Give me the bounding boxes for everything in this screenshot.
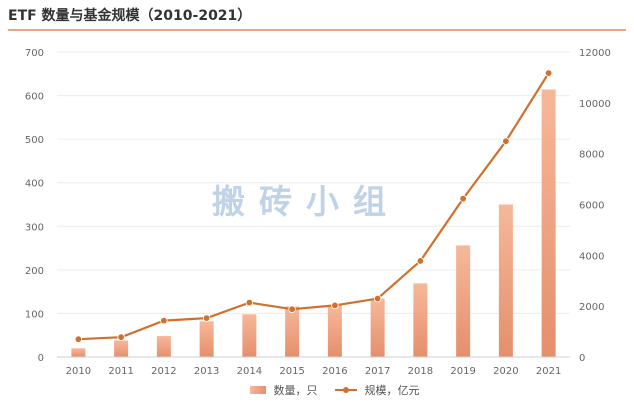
bar xyxy=(498,204,513,357)
right-axis-tick-label: 6000 xyxy=(579,201,604,212)
bar xyxy=(370,298,385,357)
title-divider xyxy=(8,29,626,31)
left-axis-tick-label: 0 xyxy=(38,353,44,364)
left-axis-tick-label: 100 xyxy=(25,309,44,320)
bar xyxy=(71,348,86,357)
right-axis-tick-label: 8000 xyxy=(579,150,604,161)
x-axis-tick-label: 2018 xyxy=(408,366,433,377)
size-point xyxy=(160,316,168,325)
x-axis-tick-label: 2019 xyxy=(450,366,475,377)
bar xyxy=(242,314,257,357)
x-axis-tick-label: 2010 xyxy=(66,366,91,377)
right-axis-tick-label: 12000 xyxy=(579,48,611,59)
size-line-path xyxy=(78,72,550,341)
size-point xyxy=(202,314,211,322)
bar xyxy=(413,283,428,357)
left-axis-tick-label: 500 xyxy=(25,135,44,146)
left-axis-tick-label: 300 xyxy=(25,222,44,233)
x-axis-tick-label: 2011 xyxy=(108,366,133,377)
right-axis-tick-label: 10000 xyxy=(579,99,611,110)
x-axis-tick-label: 2017 xyxy=(365,366,390,377)
axes: 0 100 200 300 400 500 600 700 0 2000 4000 6000 8000 1… xyxy=(25,48,611,377)
size-point xyxy=(117,333,125,341)
right-axis-tick-label: 0 xyxy=(579,353,585,364)
bar xyxy=(456,245,471,357)
size-point xyxy=(74,335,83,343)
bar xyxy=(285,306,300,357)
right-axis-tick-label: 4000 xyxy=(579,251,604,262)
legend-line-swatch-icon xyxy=(335,386,357,394)
legend-item-count: 数量，只 xyxy=(250,382,318,398)
legend-item-size: 规模，亿元 xyxy=(335,382,420,398)
bar xyxy=(541,89,556,357)
x-axis-tick-label: 2016 xyxy=(322,366,347,377)
size-point xyxy=(331,301,339,310)
size-point xyxy=(416,257,425,265)
left-axis-tick-label: 200 xyxy=(25,266,44,277)
right-axis-tick-label: 2000 xyxy=(579,302,604,313)
size-point xyxy=(502,137,510,145)
size-point xyxy=(459,194,467,203)
chart-title: ETF 数量与基金规模（2010-2021） xyxy=(8,8,252,24)
bar xyxy=(327,305,342,357)
x-axis-tick-label: 2013 xyxy=(194,366,219,377)
x-axis-tick-label: 2014 xyxy=(237,366,262,377)
size-point xyxy=(288,305,296,313)
bar xyxy=(156,336,171,357)
legend-label-count: 数量，只 xyxy=(273,384,318,397)
legend-bar-swatch-icon xyxy=(250,386,266,394)
x-axis-tick-label: 2020 xyxy=(493,366,518,377)
x-axis-tick-label: 2012 xyxy=(151,366,176,377)
size-point xyxy=(373,294,382,303)
left-axis-tick-label: 600 xyxy=(25,92,44,103)
left-axis-tick-label: 400 xyxy=(25,179,44,190)
legend-label-size: 规模，亿元 xyxy=(364,384,420,397)
chart-legend: 数量，只 规模，亿元 xyxy=(250,382,434,398)
watermark-text: 搬砖小组 xyxy=(212,182,400,221)
line-series-size xyxy=(74,69,553,343)
x-axis-tick-label: 2015 xyxy=(279,366,304,377)
bar-series-count xyxy=(71,89,556,357)
size-point xyxy=(245,298,254,307)
x-axis-tick-label: 2021 xyxy=(536,366,561,377)
bar xyxy=(199,321,214,357)
bar xyxy=(114,340,129,357)
size-point xyxy=(544,69,553,77)
left-axis-tick-label: 700 xyxy=(25,48,44,59)
